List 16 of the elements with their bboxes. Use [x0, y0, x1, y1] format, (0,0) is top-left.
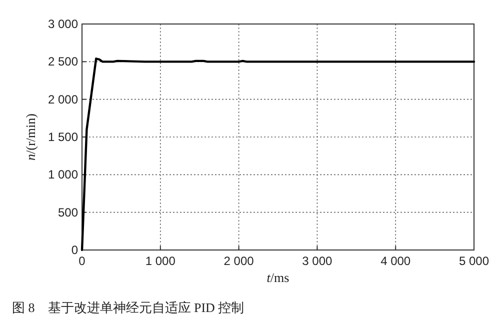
- x-axis-title: t/ms: [266, 270, 290, 285]
- y-tick-label: 3 000: [48, 17, 78, 31]
- y-axis-title: n/(r/min): [23, 114, 38, 160]
- x-tick-label: 1 000: [145, 254, 176, 268]
- x-tick-label: 2 000: [224, 254, 254, 268]
- line-series: [80, 58, 476, 252]
- y-tick-label: 2 000: [48, 92, 78, 106]
- x-tick-label: 5 000: [458, 254, 490, 268]
- x-tick-label: 3 000: [302, 254, 333, 268]
- x-tick-label: 4 000: [380, 254, 411, 268]
- y-tick-label: 500: [58, 205, 78, 220]
- y-tick-label: 1 000: [48, 168, 78, 182]
- y-tick-label: 1 500: [48, 130, 78, 144]
- caption: 图 8 基于改进单神经元自适应 PID 控制: [12, 300, 244, 315]
- y-tick-label: 2 500: [48, 54, 78, 69]
- y-tick-label: 0: [71, 243, 78, 257]
